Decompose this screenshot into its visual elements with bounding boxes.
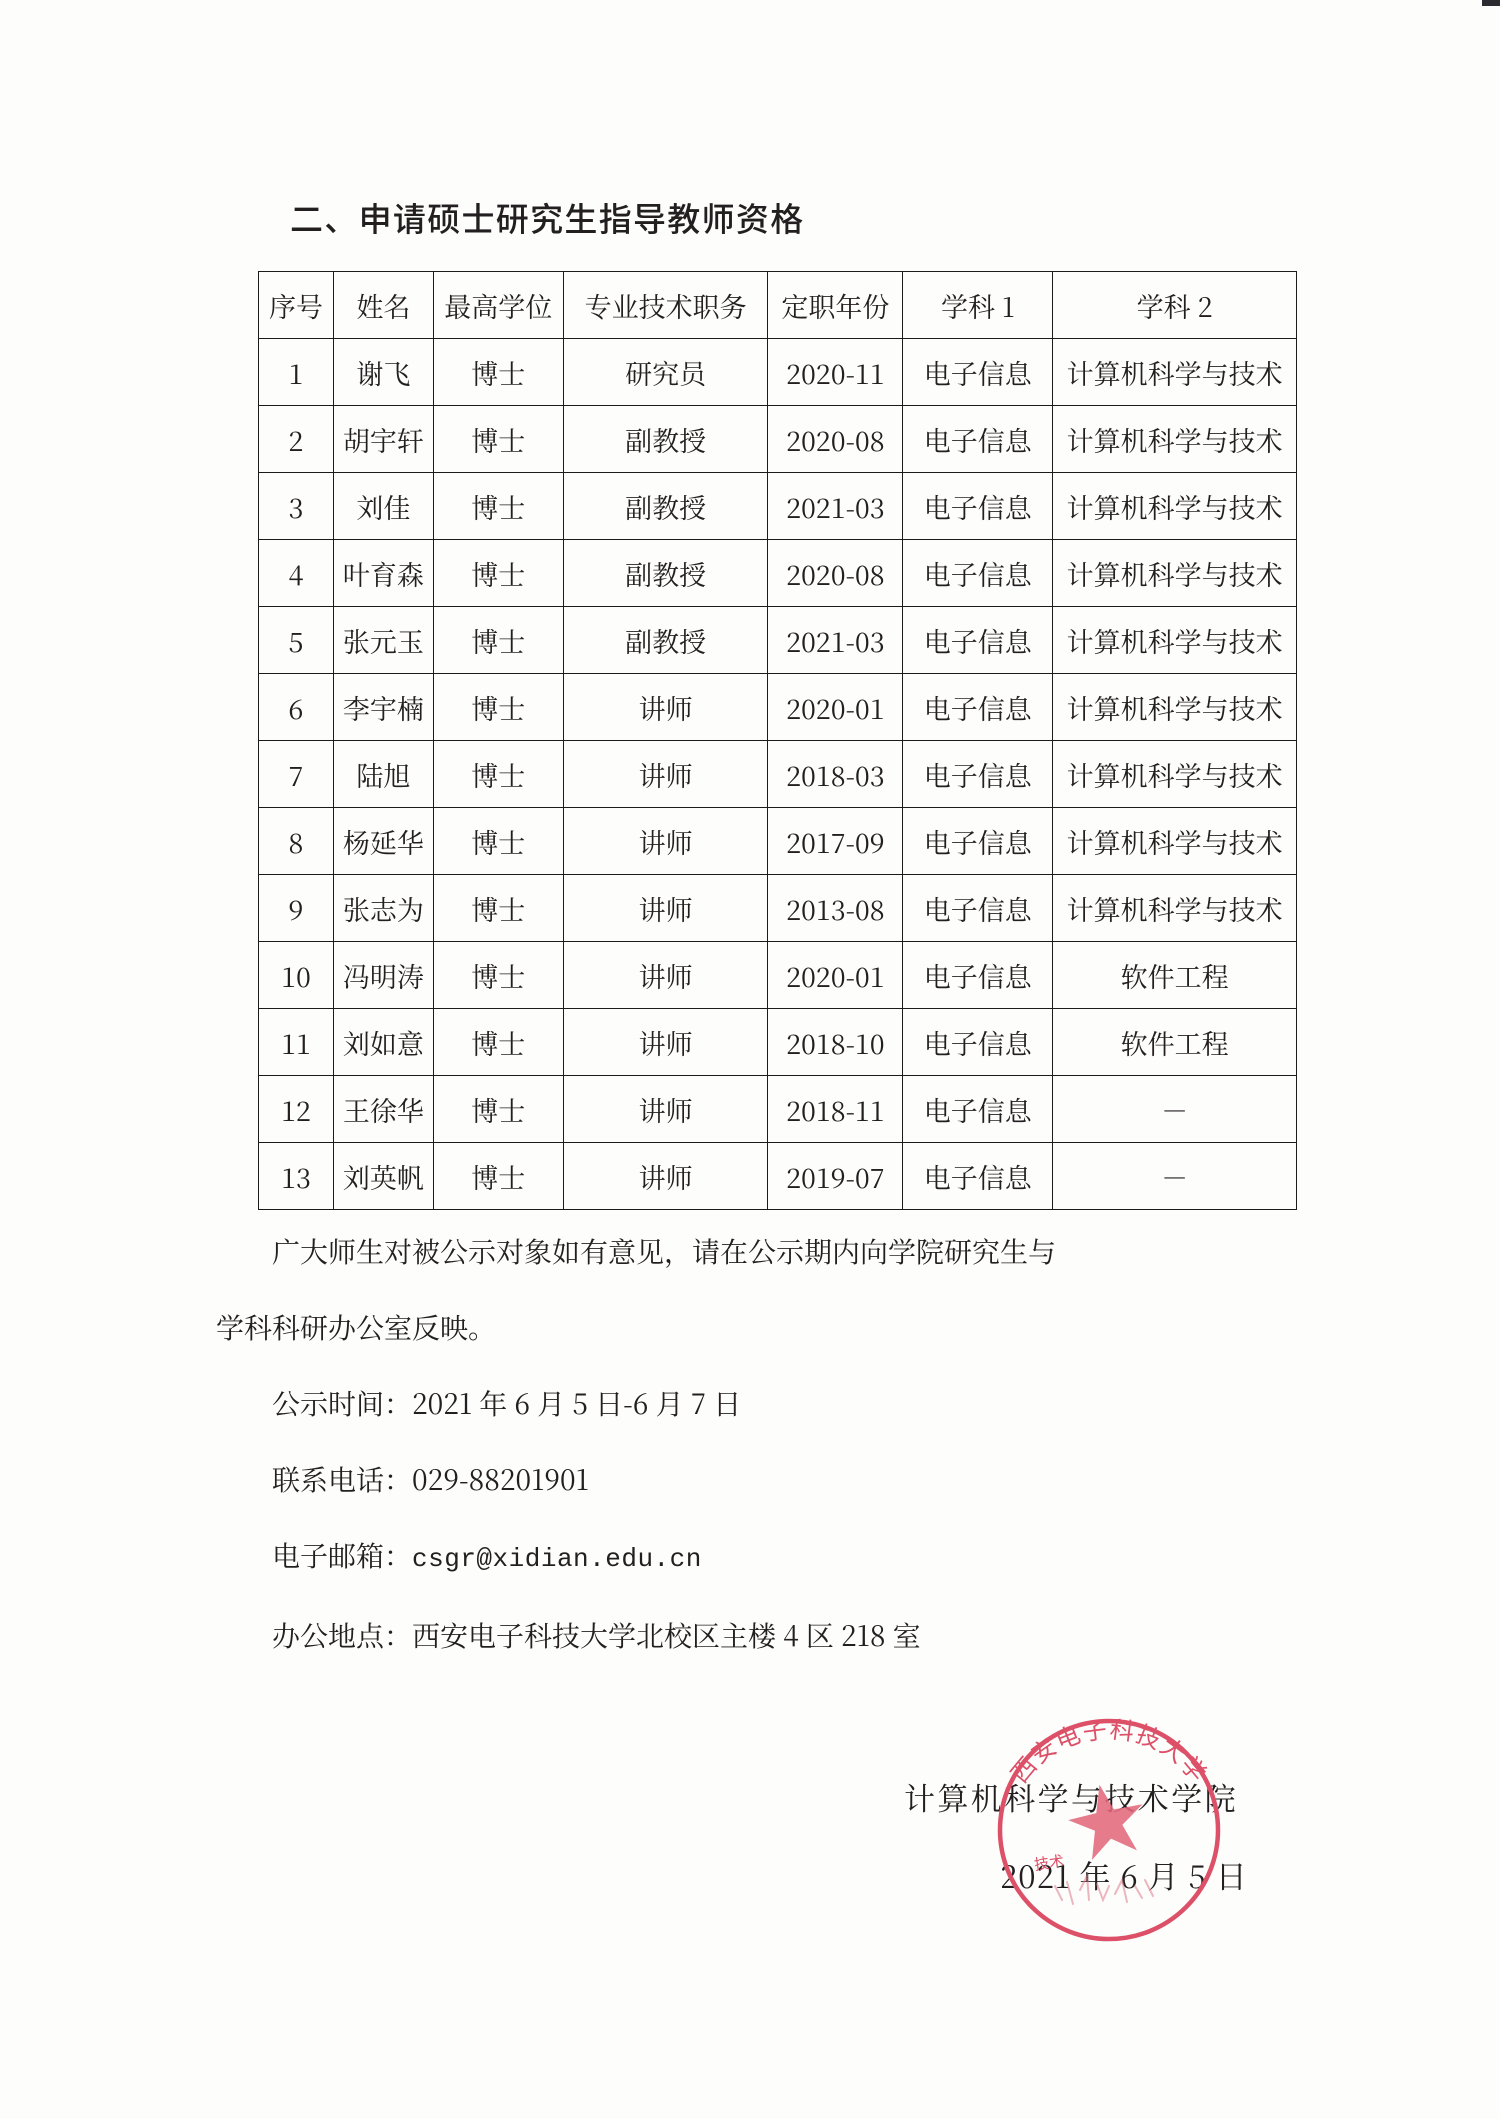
svg-text:技术: 技术 (1033, 1850, 1066, 1875)
